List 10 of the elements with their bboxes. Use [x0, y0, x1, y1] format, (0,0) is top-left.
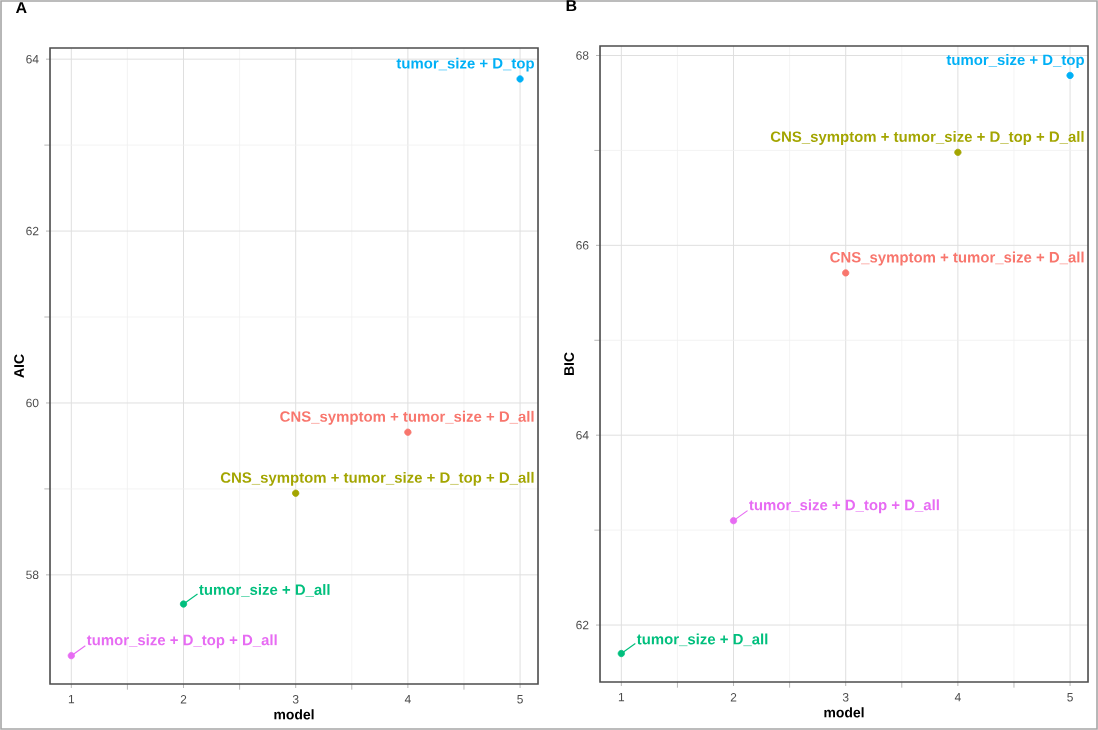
- point: [617, 649, 625, 658]
- point: [67, 652, 75, 660]
- point: [729, 517, 738, 525]
- point: [842, 269, 850, 277]
- point: [1066, 71, 1074, 80]
- point: [292, 489, 300, 497]
- point: [516, 75, 524, 83]
- point: [179, 600, 188, 608]
- point: [954, 148, 962, 156]
- point: [404, 428, 412, 436]
